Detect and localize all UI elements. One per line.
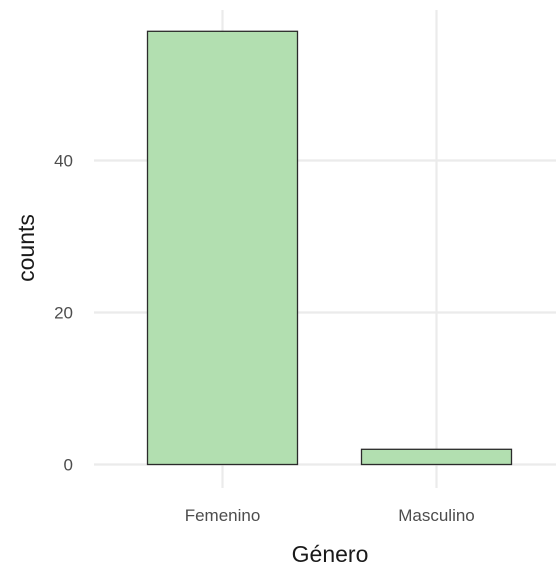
bar-layer bbox=[148, 31, 512, 464]
y-tick-label: 0 bbox=[64, 456, 73, 475]
bar-masculino bbox=[362, 449, 512, 464]
x-axis-title: Género bbox=[292, 541, 369, 567]
y-tick-label: 40 bbox=[54, 152, 73, 171]
y-axis-title: counts bbox=[13, 214, 39, 282]
x-tick-label: Femenino bbox=[185, 506, 261, 525]
x-tick-label: Masculino bbox=[398, 506, 475, 525]
bar-femenino bbox=[148, 31, 298, 464]
y-tick-label: 20 bbox=[54, 304, 73, 323]
